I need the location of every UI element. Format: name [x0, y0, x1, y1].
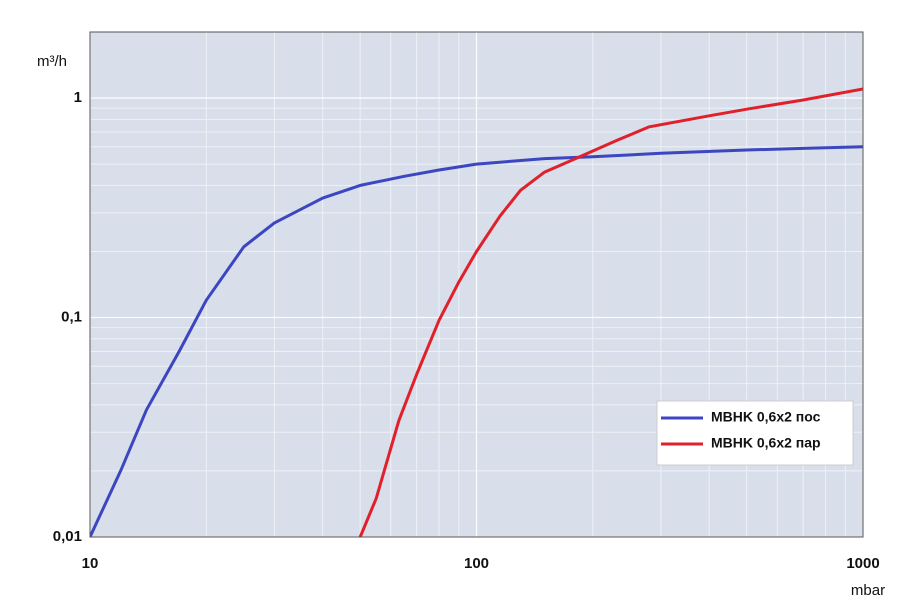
line-series	[358, 87, 863, 537]
x-axis-label: mbar	[851, 582, 885, 599]
y-tick-label: 0,1	[61, 309, 82, 326]
line-series	[90, 145, 863, 537]
x-tick-label: 100	[464, 555, 489, 572]
legend-label: MBHK 0,6x2 пос	[711, 409, 821, 425]
legend-label: MBHK 0,6x2 пар	[711, 435, 821, 451]
x-tick-label: 10	[82, 555, 99, 572]
legend-box	[656, 400, 854, 466]
y-tick-label: 1	[74, 89, 82, 106]
plot-frame	[89, 31, 864, 538]
y-tick-label: 0,01	[53, 528, 82, 545]
y-axis-label: m³/h	[37, 53, 67, 70]
x-tick-label: 1000	[846, 555, 879, 572]
